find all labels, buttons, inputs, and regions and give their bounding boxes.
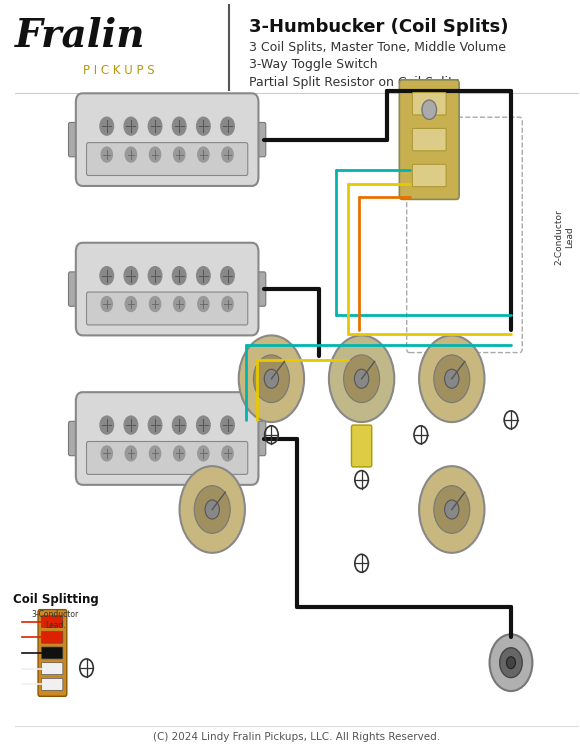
FancyBboxPatch shape <box>412 128 446 151</box>
FancyBboxPatch shape <box>86 442 248 475</box>
Circle shape <box>150 296 161 311</box>
FancyBboxPatch shape <box>41 616 63 628</box>
Circle shape <box>180 466 245 553</box>
Circle shape <box>173 446 185 461</box>
Circle shape <box>221 117 234 135</box>
Text: (C) 2024 Lindy Fralin Pickups, LLC. All Rights Reserved.: (C) 2024 Lindy Fralin Pickups, LLC. All … <box>153 733 440 742</box>
Circle shape <box>101 446 113 461</box>
Circle shape <box>198 296 209 311</box>
Circle shape <box>172 416 186 434</box>
Text: Partial Split Resistor on Coil Splits: Partial Split Resistor on Coil Splits <box>249 76 459 88</box>
Circle shape <box>173 296 185 311</box>
FancyBboxPatch shape <box>76 93 259 186</box>
Circle shape <box>445 500 459 519</box>
Text: P I C K U P S: P I C K U P S <box>84 64 155 76</box>
Circle shape <box>148 416 162 434</box>
Text: 3-Way Toggle Switch: 3-Way Toggle Switch <box>249 58 378 71</box>
Text: 3-Conductor
Lead.: 3-Conductor Lead. <box>32 610 79 630</box>
FancyBboxPatch shape <box>76 392 259 484</box>
Circle shape <box>222 446 233 461</box>
Circle shape <box>506 657 516 669</box>
Circle shape <box>343 355 379 403</box>
Text: 3 Coil Splits, Master Tone, Middle Volume: 3 Coil Splits, Master Tone, Middle Volum… <box>249 41 506 54</box>
Circle shape <box>100 267 114 284</box>
Circle shape <box>194 486 230 533</box>
Circle shape <box>198 446 209 461</box>
Circle shape <box>148 267 162 284</box>
Circle shape <box>124 117 137 135</box>
Circle shape <box>239 335 304 422</box>
Circle shape <box>490 634 532 691</box>
Circle shape <box>148 117 162 135</box>
FancyBboxPatch shape <box>250 122 266 157</box>
Text: 2-Conductor
Lead: 2-Conductor Lead <box>555 209 574 265</box>
Circle shape <box>221 267 234 284</box>
FancyBboxPatch shape <box>412 164 446 187</box>
FancyBboxPatch shape <box>412 92 446 115</box>
Circle shape <box>500 648 522 678</box>
Circle shape <box>125 147 136 162</box>
FancyBboxPatch shape <box>250 422 266 456</box>
Circle shape <box>197 267 210 284</box>
FancyBboxPatch shape <box>250 272 266 306</box>
FancyBboxPatch shape <box>76 243 259 335</box>
Circle shape <box>445 369 459 388</box>
Circle shape <box>222 296 233 311</box>
Circle shape <box>197 117 210 135</box>
Circle shape <box>101 147 113 162</box>
FancyBboxPatch shape <box>86 142 248 176</box>
FancyBboxPatch shape <box>68 272 84 306</box>
Circle shape <box>172 267 186 284</box>
FancyBboxPatch shape <box>41 632 63 644</box>
FancyBboxPatch shape <box>86 292 248 325</box>
FancyBboxPatch shape <box>400 80 459 200</box>
Circle shape <box>222 147 233 162</box>
Circle shape <box>434 486 470 533</box>
Circle shape <box>100 416 114 434</box>
Text: 3-Humbucker (Coil Splits): 3-Humbucker (Coil Splits) <box>249 18 508 36</box>
Circle shape <box>150 446 161 461</box>
Circle shape <box>124 416 137 434</box>
FancyBboxPatch shape <box>41 663 63 675</box>
Circle shape <box>101 296 113 311</box>
Circle shape <box>221 416 234 434</box>
Circle shape <box>253 355 289 403</box>
Circle shape <box>329 335 394 422</box>
Text: Coil Splitting: Coil Splitting <box>13 592 99 606</box>
FancyBboxPatch shape <box>41 647 63 659</box>
Circle shape <box>197 416 210 434</box>
FancyBboxPatch shape <box>68 122 84 157</box>
Circle shape <box>205 500 219 519</box>
Circle shape <box>419 335 484 422</box>
Circle shape <box>172 117 186 135</box>
Circle shape <box>434 355 470 403</box>
Circle shape <box>125 296 136 311</box>
FancyBboxPatch shape <box>351 425 372 467</box>
Circle shape <box>124 267 137 284</box>
Text: Fralin: Fralin <box>14 16 145 54</box>
Circle shape <box>198 147 209 162</box>
Circle shape <box>100 117 114 135</box>
Circle shape <box>125 446 136 461</box>
FancyBboxPatch shape <box>41 678 63 690</box>
Circle shape <box>354 369 369 388</box>
Circle shape <box>150 147 161 162</box>
Circle shape <box>422 100 437 119</box>
Circle shape <box>419 466 484 553</box>
Circle shape <box>173 147 185 162</box>
FancyBboxPatch shape <box>38 610 67 696</box>
Circle shape <box>264 369 278 388</box>
FancyBboxPatch shape <box>68 422 84 456</box>
